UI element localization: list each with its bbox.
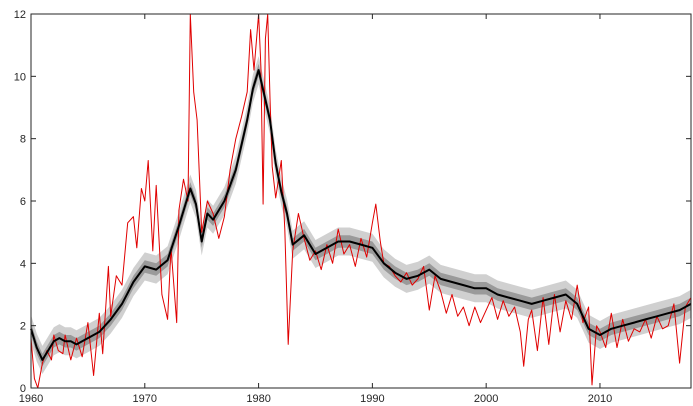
series-line-trend (30, 69, 692, 361)
x-tick-label: 2010 (588, 393, 612, 405)
x-tick-label: 1980 (246, 393, 270, 405)
series-lines (30, 13, 692, 389)
y-tick-label: 2 (20, 321, 26, 333)
x-tick-label: 1990 (360, 393, 384, 405)
y-tick-label: 4 (20, 258, 26, 270)
y-tick-label: 10 (14, 71, 26, 83)
y-tick-label: 12 (14, 9, 26, 21)
confidence-bands (31, 56, 691, 374)
y-axis: 0 2 4 6 8 10 12 (14, 9, 691, 395)
y-tick-label: 6 (20, 196, 26, 208)
x-tick-label: 1960 (19, 393, 43, 405)
x-tick-label: 1970 (133, 393, 157, 405)
y-tick-label: 8 (20, 134, 26, 146)
x-tick-label: 2000 (474, 393, 498, 405)
y-tick-label: 0 (20, 383, 26, 395)
x-axis: 1960 1970 1980 1990 2000 2010 (19, 14, 612, 405)
band-outer (31, 56, 691, 374)
series-line-raw (30, 13, 692, 389)
